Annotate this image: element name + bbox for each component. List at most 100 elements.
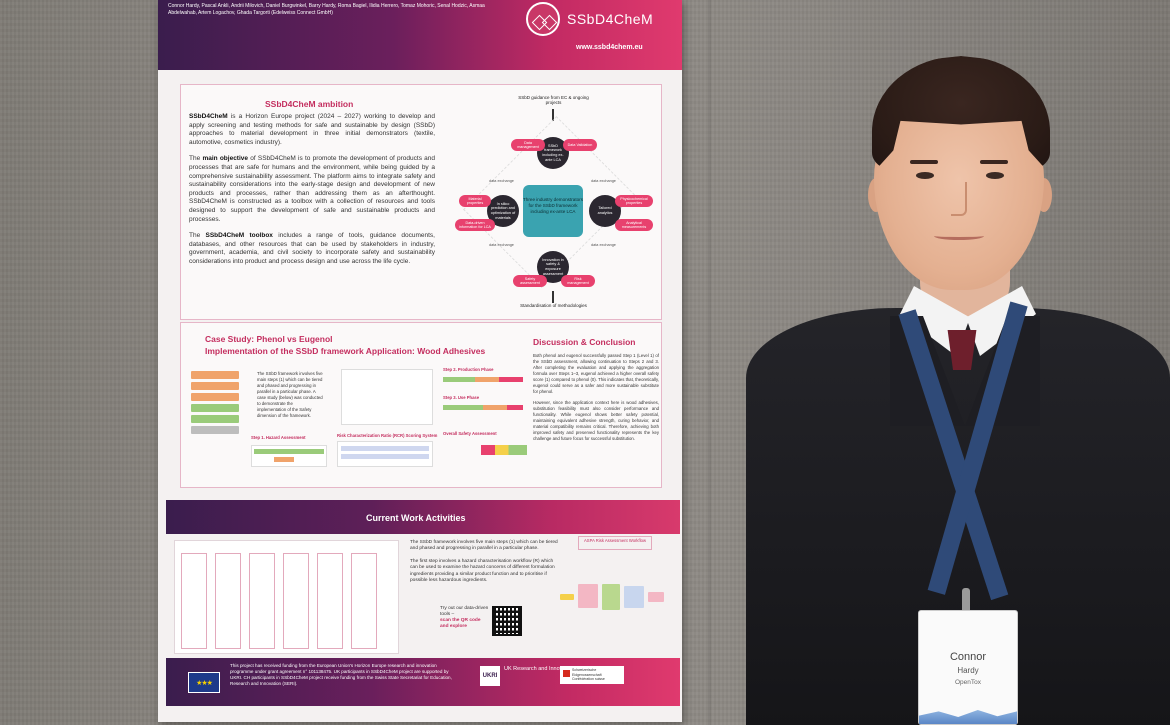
diagram-pill-data-management: Data management xyxy=(511,139,545,151)
ambition-text-1: is a Horizon Europe project (2024 – 2027… xyxy=(189,113,435,146)
presenter: Connor Hardy OpenTox xyxy=(740,50,1170,725)
case-study-panel: Case Study: Phenol vs Eugenol Implementa… xyxy=(180,322,662,488)
aspa-block xyxy=(560,594,574,600)
current-work-header: Current Work Activities xyxy=(166,500,680,534)
ambition-strong-3: SSbD4CheM toolbox xyxy=(205,232,273,240)
case-title-line-2: Implementation of the SSbD framework App… xyxy=(205,346,486,356)
diagram-exchange-label: data exchange xyxy=(489,243,514,247)
diagram-top-label: SSbD guidance from EC & ongoing projects xyxy=(518,95,589,105)
diagram-pill-lca-data: Data-driven information for LCA xyxy=(455,219,495,231)
ambition-prefix-2: The xyxy=(189,155,203,163)
current-work-title: Current Work Activities xyxy=(366,513,466,523)
qr-prompt-text: Try out our data-driven tools – xyxy=(440,606,489,617)
step-box xyxy=(191,415,239,423)
diagram-pill-physchem: Physicochemical properties xyxy=(615,195,653,207)
ambition-prefix-3: The xyxy=(189,232,206,240)
aspa-block xyxy=(602,584,620,610)
diagram-pill-material-properties: Material properties xyxy=(459,195,491,207)
step-box xyxy=(191,426,239,434)
qr-code-icon[interactable] xyxy=(492,606,522,636)
use-phase-bars xyxy=(443,405,523,410)
discussion-title: Discussion & Conclusion xyxy=(533,337,636,347)
current-work-figure xyxy=(174,540,399,654)
ambition-text-3: includes a range of tools, guidance docu… xyxy=(189,232,435,265)
table-row xyxy=(254,449,324,454)
discussion-text: Both phenol and eugenol successfully pas… xyxy=(533,353,659,447)
production-figure xyxy=(341,369,433,425)
aspa-block xyxy=(624,586,644,608)
name-badge: Connor Hardy OpenTox xyxy=(918,610,1018,725)
current-work-paragraph-1: The SSbD framework involves five main st… xyxy=(410,540,558,552)
eye-left xyxy=(916,172,934,179)
production-bars xyxy=(443,377,523,382)
eyebrow-right xyxy=(980,160,1008,164)
diagram-center: Three industry demonstrators for the SSb… xyxy=(523,185,583,237)
poster-logo: SSbD4CheM xyxy=(526,2,676,36)
overall-bars xyxy=(481,445,527,455)
diagram-arrow-down-icon xyxy=(552,291,554,303)
case-study-title: Case Study: Phenol vs Eugenol Implementa… xyxy=(205,333,485,357)
badge-last-name: Hardy xyxy=(957,666,979,675)
diagram-pill-risk: Risk management xyxy=(561,275,595,287)
diagram-bottom-label: Standardisation of methodologies xyxy=(520,303,587,308)
ambition-strong-2: main objective xyxy=(202,155,249,163)
framework-diagram: SSbD guidance from EC & ongoing projects… xyxy=(451,93,656,317)
poster-url: www.ssbd4chem.eu xyxy=(576,44,643,51)
mouth xyxy=(934,232,984,240)
eu-flag-icon: ★★★ xyxy=(188,672,220,693)
caption-step-1: Step 1. Hazard Assessment xyxy=(251,435,306,440)
case-title-line-1: Case Study: Phenol vs Eugenol xyxy=(205,334,333,344)
diagram-exchange-label: data exchange xyxy=(591,179,616,183)
caption-step-3: Step 3. Use Phase xyxy=(443,395,480,400)
aspa-workflow: ASPA Risk Assessment Workflow xyxy=(560,536,668,636)
ambition-title: SSbD4CheM ambition xyxy=(265,99,354,109)
current-work-text: The SSbD framework involves five main st… xyxy=(410,540,558,590)
tie xyxy=(947,330,977,370)
diagram-arrow-down-icon xyxy=(552,109,554,121)
case-intro: The SSbD framework involves five main st… xyxy=(257,371,323,418)
nose xyxy=(951,182,967,216)
step-box xyxy=(191,404,239,412)
poster-header: Connor Hardy, Pascal Ankli, Andrii Milov… xyxy=(158,0,682,70)
poster-authors: Connor Hardy, Pascal Ankli, Andrii Milov… xyxy=(168,3,485,16)
workflow-column xyxy=(215,553,241,649)
caption-risk: Risk Characterization Ratio (RCR) Scorin… xyxy=(337,433,438,438)
case-steps-figure xyxy=(191,371,239,437)
badge-clip-icon xyxy=(962,588,970,616)
discussion-paragraph-2: However, since the application context h… xyxy=(533,400,659,441)
workflow-column xyxy=(317,553,343,649)
diagram-exchange-label: data exchange xyxy=(489,179,514,183)
ukri-text: UK Research and Innovation xyxy=(504,666,575,672)
qr-prompt-link: scan the QR code and explore xyxy=(440,618,481,629)
workflow-column xyxy=(181,553,207,649)
badge-wave-decoration xyxy=(919,710,1017,724)
diagram-pill-analytical: Analytical measurements xyxy=(615,219,653,231)
wall-panel-seam xyxy=(708,0,711,725)
ambition-text-2: of SSbD4CheM is to promote the developme… xyxy=(189,155,436,223)
badge-first-name: Connor xyxy=(949,651,987,663)
eyebrow-left xyxy=(910,160,938,164)
diagram-pill-safety: Safety assessment xyxy=(513,275,547,287)
ukri-logo: UKRI xyxy=(480,666,500,686)
diagram-pill-data-validation: Data Validation xyxy=(563,139,597,151)
workflow-column xyxy=(249,553,275,649)
table-row xyxy=(274,457,294,462)
discussion-paragraph-1: Both phenol and eugenol successfully pas… xyxy=(533,353,659,394)
table-row xyxy=(341,446,429,451)
ambition-paragraph-3: The SSbD4CheM toolbox includes a range o… xyxy=(189,232,435,266)
current-work-paragraph-2: The first step involves a hazard charact… xyxy=(410,558,555,584)
step-box xyxy=(191,371,239,379)
diagram-exchange-label: data exchange xyxy=(591,243,616,247)
rcr-table xyxy=(337,441,433,467)
workflow-column xyxy=(351,553,377,649)
poster: Connor Hardy, Pascal Ankli, Andrii Milov… xyxy=(158,0,682,722)
table-row xyxy=(341,454,429,459)
aspa-block xyxy=(578,584,598,608)
caption-step-2: Step 2. Production Phase xyxy=(443,367,494,372)
ambition-text: SSbD4CheM is a Horizon Europe project (2… xyxy=(189,113,435,275)
funding-text: This project has received funding from t… xyxy=(230,663,452,686)
ambition-paragraph-2: The main objective of SSbD4CheM is to pr… xyxy=(189,155,435,224)
poster-footer: ★★★ This project has received funding fr… xyxy=(166,658,680,706)
caption-overall: Overall Safety Assessment xyxy=(443,431,497,436)
aspa-title: ASPA Risk Assessment Workflow xyxy=(578,536,652,550)
